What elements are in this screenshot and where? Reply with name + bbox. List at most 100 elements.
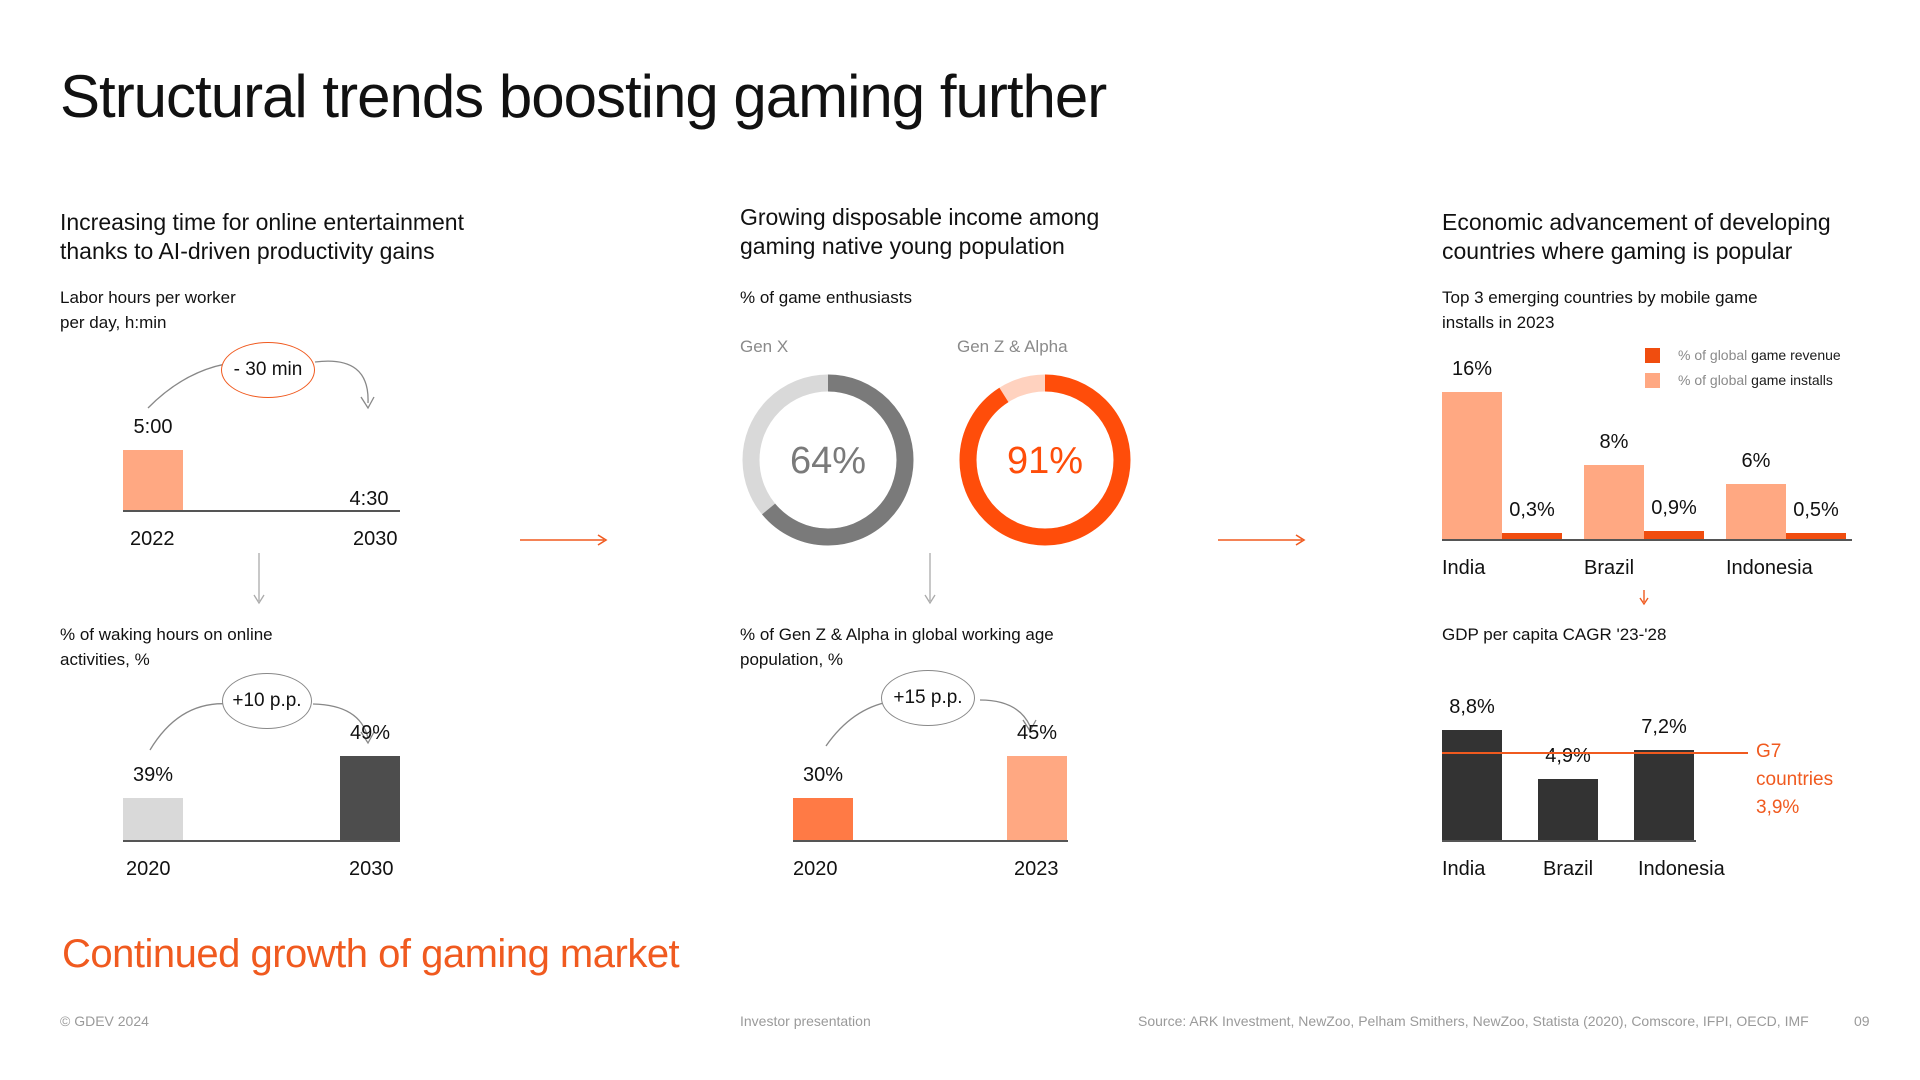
installs-chart: 16% 0,3% India 8% 0,9% Brazil 6% 0,5% Indonesia bbox=[1442, 355, 1852, 585]
installs-title: Top 3 emerging countries by mobile game … bbox=[1442, 285, 1758, 335]
waking-hours-bar-2030 bbox=[340, 756, 400, 840]
installs-bar-India-installs bbox=[1442, 391, 1502, 539]
gdp-bar-India bbox=[1442, 730, 1502, 840]
gdp-value-label: 4,9% bbox=[1545, 744, 1591, 767]
installs-baseline bbox=[1442, 539, 1852, 541]
installs-title-line1: Top 3 emerging countries by mobile game bbox=[1442, 288, 1758, 307]
g7-label-line2: countries bbox=[1756, 769, 1834, 791]
installs-value-label: 6% bbox=[1741, 449, 1771, 472]
col2-heading-line1: Growing disposable income among bbox=[740, 204, 1100, 230]
down-arrow-3 bbox=[1639, 590, 1649, 606]
page-title: Structural trends boosting gaming furthe… bbox=[60, 63, 1107, 130]
installs-title-line2: installs in 2023 bbox=[1442, 313, 1555, 332]
gdp-chart: 8,8% India 4,9% Brazil 7,2% Indonesia G7 countr… bbox=[1442, 660, 1862, 890]
waking-hours-change-bubble: +10 p.p. bbox=[222, 673, 312, 729]
gdp-title: GDP per capita CAGR '23-'28 bbox=[1442, 625, 1667, 644]
genz-working-category-label: 2023 bbox=[1014, 858, 1059, 880]
genz-working-bar-2020 bbox=[793, 798, 853, 840]
gdp-category-label: Brazil bbox=[1543, 858, 1594, 880]
waking-hours-title: % of waking hours on online activities, … bbox=[60, 622, 273, 672]
gdp-bar-Indonesia bbox=[1634, 750, 1694, 840]
col1-heading-line2: thanks to AI-driven productivity gains bbox=[60, 238, 435, 264]
gdp-value-label: 8,8% bbox=[1449, 696, 1495, 718]
labor-hours-title-line1: Labor hours per worker bbox=[60, 288, 236, 307]
donut-arc-genx bbox=[742, 374, 914, 546]
installs-legend: % of global game revenue % of global gam… bbox=[1645, 347, 1841, 388]
installs-category-label: Brazil bbox=[1584, 557, 1635, 579]
legend-installs: % of global game installs bbox=[1645, 372, 1841, 388]
installs-bar-India-revenue bbox=[1502, 533, 1562, 539]
installs-category-label: India bbox=[1442, 557, 1486, 579]
waking-hours-title-line2: activities, % bbox=[60, 650, 150, 669]
gdp-category-label: India bbox=[1442, 858, 1486, 880]
gdp-bar-Brazil bbox=[1538, 778, 1598, 840]
waking-hours-baseline bbox=[123, 840, 400, 842]
genz-working-category-label: 2020 bbox=[793, 858, 838, 880]
labor-hours-title: Labor hours per worker per day, h:min bbox=[60, 285, 236, 335]
installs-value-label: 16% bbox=[1451, 357, 1493, 380]
legend-revenue-label: game revenue bbox=[1751, 347, 1841, 363]
genz-working-value-label: 45% bbox=[1016, 722, 1058, 744]
footer-copyright: © GDEV 2024 bbox=[60, 1013, 149, 1029]
labor-hours-category-label: 2030 bbox=[353, 528, 398, 550]
col2-heading-line2: gaming native young population bbox=[740, 233, 1065, 259]
labor-hours-value-label: 4:30 bbox=[349, 488, 389, 510]
labor-hours-value-label: 5:00 bbox=[133, 416, 173, 438]
installs-value-label: 0,5% bbox=[1793, 499, 1839, 521]
enthusiasts-donut-chart: 64% 91% bbox=[742, 374, 1131, 546]
col3-heading-line2: countries where gaming is popular bbox=[1442, 238, 1793, 264]
installs-bar-Indonesia-revenue bbox=[1786, 533, 1846, 539]
labor-hours-bar-2022 bbox=[123, 450, 183, 510]
donut-value-label: 91% bbox=[1007, 440, 1083, 482]
legend-installs-swatch bbox=[1645, 372, 1660, 388]
waking-hours-change-arrow bbox=[149, 703, 375, 751]
waking-hours-value-label: 39% bbox=[132, 764, 174, 786]
down-arrow-2 bbox=[924, 553, 936, 605]
col1-heading: Increasing time for online entertainment… bbox=[60, 208, 464, 266]
col2-heading: Growing disposable income among gaming n… bbox=[740, 203, 1099, 261]
labor-hours-title-line2: per day, h:min bbox=[60, 313, 167, 332]
genz-working-title-line1: % of Gen Z & Alpha in global working age bbox=[740, 625, 1054, 644]
labor-hours-category-label: 2022 bbox=[130, 528, 175, 550]
enthusiasts-title: % of game enthusiasts bbox=[740, 288, 912, 307]
footer-source: Source: ARK Investment, NewZoo, Pelham S… bbox=[1138, 1013, 1809, 1029]
genz-working-title: % of Gen Z & Alpha in global working age… bbox=[740, 622, 1054, 672]
donut-value-label: 64% bbox=[790, 440, 866, 482]
installs-value-label: 0,3% bbox=[1509, 499, 1555, 521]
genx-label: Gen X bbox=[740, 337, 789, 356]
installs-bar-Brazil-revenue bbox=[1644, 530, 1704, 539]
labor-hours-change-bubble: - 30 min bbox=[221, 342, 315, 398]
col3-heading-line1: Economic advancement of developing bbox=[1442, 209, 1831, 235]
tagline: Continued growth of gaming market bbox=[62, 932, 680, 976]
waking-hours-chart: 39% 2020 49% 2030 bbox=[120, 722, 400, 890]
installs-category-label: Indonesia bbox=[1726, 557, 1813, 579]
legend-revenue-prefix: % of global bbox=[1678, 347, 1748, 363]
genz-working-title-line2: population, % bbox=[740, 650, 844, 669]
legend-installs-prefix: % of global bbox=[1678, 372, 1748, 388]
right-arrow-2 bbox=[1218, 534, 1306, 546]
gdp-value-label: 7,2% bbox=[1641, 716, 1687, 738]
genz-working-value-label: 30% bbox=[802, 764, 844, 786]
legend-revenue: % of global game revenue bbox=[1645, 347, 1841, 363]
genz-working-bar-2023 bbox=[1007, 756, 1067, 840]
genz-working-chart: 30% 2020 45% 2023 bbox=[780, 722, 1080, 890]
legend-revenue-swatch bbox=[1645, 347, 1660, 363]
installs-value-label: 0,9% bbox=[1651, 496, 1697, 519]
g7-label-value: 3,9% bbox=[1756, 797, 1800, 819]
g7-label-line1: G7 bbox=[1756, 741, 1782, 763]
waking-hours-title-line1: % of waking hours on online bbox=[60, 625, 273, 644]
g7-reference-label: G7 countries 3,9% bbox=[1756, 738, 1833, 822]
col3-heading: Economic advancement of developing count… bbox=[1442, 208, 1831, 266]
genz-working-change-bubble: +15 p.p. bbox=[881, 670, 975, 726]
labor-hours-baseline bbox=[123, 510, 400, 512]
g7-reference-line bbox=[1442, 752, 1748, 755]
gdp-category-label: Indonesia bbox=[1638, 858, 1725, 880]
footer-page: 09 bbox=[1854, 1013, 1870, 1029]
waking-hours-category-label: 2030 bbox=[349, 858, 394, 880]
waking-hours-value-label: 49% bbox=[349, 722, 391, 744]
gdp-baseline bbox=[1442, 840, 1696, 842]
down-arrow-1 bbox=[253, 553, 265, 605]
col1-heading-line1: Increasing time for online entertainment bbox=[60, 209, 464, 235]
waking-hours-category-label: 2020 bbox=[126, 858, 171, 880]
waking-hours-bar-2020 bbox=[123, 798, 183, 840]
